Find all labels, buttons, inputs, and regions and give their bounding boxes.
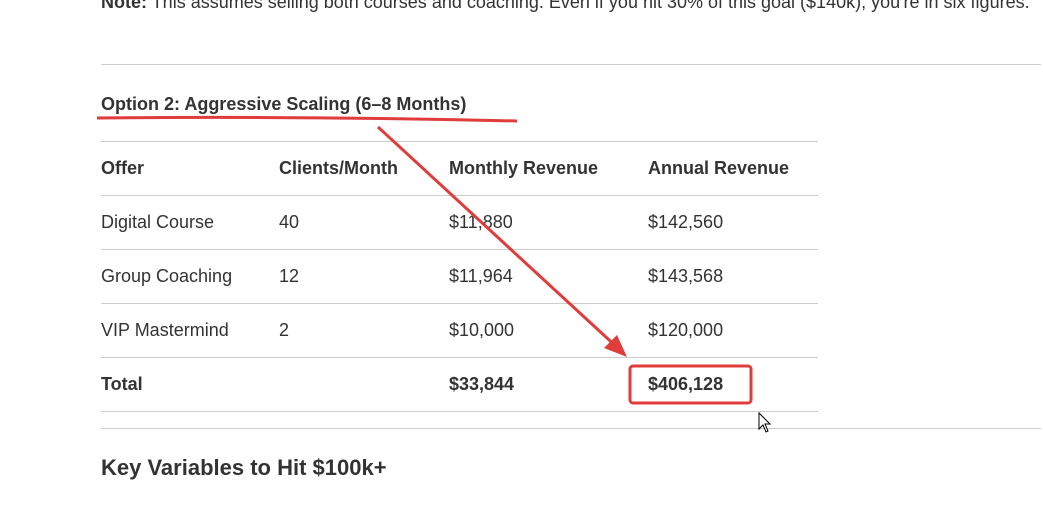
- table-cell: 12: [279, 249, 449, 304]
- table-cell: $142,560: [648, 195, 818, 250]
- total-cell: $33,844: [449, 357, 648, 412]
- red-underline: [96, 115, 518, 123]
- intro-label: Note:: [101, 0, 147, 12]
- table-cell: Digital Course: [101, 195, 279, 250]
- table-cell: VIP Mastermind: [101, 303, 279, 358]
- header-cell: Monthly Revenue: [449, 141, 648, 196]
- table-row: Digital Course 40 $11,880 $142,560: [101, 195, 818, 250]
- intro-paragraph: Note: This assumes selling both courses …: [101, 0, 1031, 20]
- divider: [101, 428, 1041, 429]
- revenue-table: Offer Clients/Month Monthly Revenue Annu…: [101, 141, 818, 412]
- table-cell: [279, 357, 449, 412]
- divider: [101, 64, 1041, 65]
- total-row: Total $33,844 $406,128: [101, 357, 818, 412]
- table-cell: $143,568: [648, 249, 818, 304]
- table-cell: $11,964: [449, 249, 648, 304]
- header-cell: Offer: [101, 141, 279, 196]
- total-cell: Total: [101, 357, 279, 412]
- table-row: Group Coaching 12 $11,964 $143,568: [101, 249, 818, 304]
- table-cell: Group Coaching: [101, 249, 279, 304]
- header-cell: Clients/Month: [279, 141, 449, 196]
- table-cell: $11,880: [449, 195, 648, 250]
- table-cell: 2: [279, 303, 449, 358]
- header-cell: Annual Revenue: [648, 141, 818, 196]
- table-row: VIP Mastermind 2 $10,000 $120,000: [101, 303, 818, 358]
- section-heading: Option 2: Aggressive Scaling (6–8 Months…: [101, 94, 467, 114]
- total-cell: $406,128: [648, 357, 818, 412]
- table-body: Digital Course 40 $11,880 $142,560 Group Coa…: [101, 195, 818, 412]
- table-cell: $10,000: [449, 303, 648, 358]
- next-heading: Key Variables to Hit $100k+: [101, 455, 387, 480]
- table-cell: $120,000: [648, 303, 818, 358]
- header-row: Offer Clients/Month Monthly Revenue Annu…: [101, 141, 818, 196]
- mouse-cursor: [758, 411, 772, 433]
- intro-text: This assumes selling both courses and co…: [151, 0, 1030, 12]
- table-cell: 40: [279, 195, 449, 250]
